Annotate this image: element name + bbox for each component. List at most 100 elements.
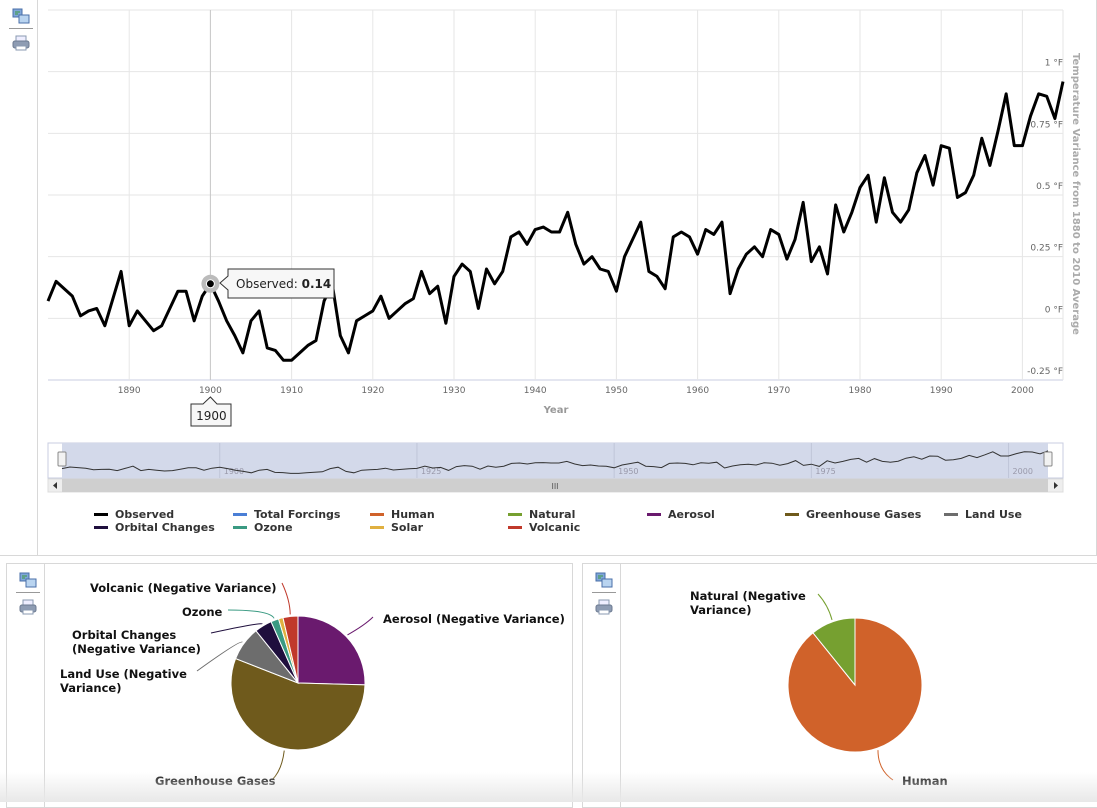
legend-item-natural[interactable]: Natural <box>508 508 575 521</box>
x-tick-label: 1890 <box>118 386 141 396</box>
legend-label: Human <box>391 508 435 521</box>
pie-slice-natural[interactable] <box>812 617 856 687</box>
y-tick-label: 0.25 °F <box>1030 244 1063 254</box>
navigator-label: 1925 <box>421 467 441 476</box>
legend-item-land-use[interactable]: Land Use <box>944 508 1022 521</box>
scroll-right-arrow-icon[interactable] <box>1054 482 1058 489</box>
human-natural-pie-panel <box>582 563 1097 808</box>
legend-swatch <box>647 513 661 516</box>
legend-swatch <box>508 513 522 516</box>
legend-swatch <box>94 513 108 516</box>
pie-label: Ozone <box>182 605 223 619</box>
legend-item-observed[interactable]: Observed <box>94 508 174 521</box>
export-data-icon[interactable] <box>12 8 30 24</box>
legend-label: Greenhouse Gases <box>806 508 922 521</box>
pie-label: Orbital Changes (Negative Variance) <box>72 628 201 656</box>
line-chart: -0.25 °F 0 °F 0.25 °F 0.5 °F 0.75 °F 1 °F 1890… <box>46 9 1081 493</box>
navigator-handle-left[interactable] <box>57 451 67 467</box>
navigator-label: 1900 <box>224 467 244 476</box>
tooltip: Observed: 0.14 <box>219 268 335 299</box>
legend-item-human[interactable]: Human <box>370 508 435 521</box>
navigator-series-line <box>61 450 1049 474</box>
navigator-label: 1975 <box>815 467 835 476</box>
printer-icon[interactable] <box>19 599 37 615</box>
navigator-handle-right[interactable] <box>1043 451 1053 467</box>
pie-label: Land Use (Negative Variance) <box>60 667 187 695</box>
tooltip-series-label: Observed: <box>236 277 302 291</box>
legend-swatch <box>233 513 247 516</box>
pie-label: Aerosol (Negative Variance) <box>383 612 565 626</box>
chart-toolbar <box>583 564 621 807</box>
hover-marker[interactable] <box>205 279 215 289</box>
pie-slice-greenhouse[interactable] <box>230 657 366 751</box>
x-tick-label: 1940 <box>524 386 547 396</box>
pie-label: Human <box>902 774 948 788</box>
y-tick-label: -0.25 °F <box>1027 367 1063 377</box>
navigator-label: 1950 <box>618 467 638 476</box>
printer-icon[interactable] <box>595 599 613 615</box>
scroll-left-arrow-icon[interactable] <box>53 482 57 489</box>
legend-item-greenhouse-gases[interactable]: Greenhouse Gases <box>785 508 921 521</box>
legend-item-aerosol[interactable]: Aerosol <box>647 508 715 521</box>
legend-swatch <box>233 526 247 529</box>
toolbar-divider <box>9 28 33 29</box>
legend-item-orbital-changes[interactable]: Orbital Changes <box>94 521 215 534</box>
x-tick-label: 1910 <box>280 386 303 396</box>
pie-slice-volcanic[interactable] <box>282 615 299 684</box>
tooltip-text: Observed: 0.14 <box>236 277 331 291</box>
scrollbar-thumb[interactable] <box>62 479 1048 492</box>
legend-swatch <box>370 526 384 529</box>
navigator-selection[interactable] <box>62 443 1048 478</box>
export-data-icon[interactable] <box>595 572 613 588</box>
y-tick-label: 0.75 °F <box>1030 120 1063 130</box>
x-tick-label: 1990 <box>930 386 953 396</box>
legend-swatch <box>944 513 958 516</box>
legend-item-volcanic[interactable]: Volcanic <box>508 521 580 534</box>
x-tick-label: 1950 <box>605 386 628 396</box>
x-tick-label: 1900 <box>199 386 222 396</box>
legend-label: Solar <box>391 521 424 534</box>
export-data-icon[interactable] <box>19 572 37 588</box>
x-tick-label: 1960 <box>686 386 709 396</box>
legend-label: Ozone <box>254 521 293 534</box>
x-tick-label: 1970 <box>767 386 790 396</box>
x-crosshair-label-box <box>190 396 232 427</box>
legend-label: Observed <box>115 508 175 521</box>
legend-label: Aerosol <box>668 508 715 521</box>
printer-icon[interactable] <box>12 35 30 51</box>
line-chart-panel: -0.25 °F 0 °F 0.25 °F 0.5 °F 0.75 °F 1 °F 1890… <box>0 0 1097 556</box>
x-tick-label: 1920 <box>361 386 384 396</box>
x-tick-label: 1930 <box>443 386 466 396</box>
legend-swatch <box>508 526 522 529</box>
x-tick-label: 2000 <box>1011 386 1034 396</box>
legend-item-ozone[interactable]: Ozone <box>233 521 293 534</box>
y-axis-title: Temperature Variance from 1880 to 2010 A… <box>1070 53 1081 335</box>
y-tick-label: 0.5 °F <box>1036 182 1063 192</box>
legend-label: Land Use <box>965 508 1022 521</box>
legend-label: Total Forcings <box>254 508 341 521</box>
pie-label: Natural (Negative Variance) <box>690 589 806 617</box>
legend-item-solar[interactable]: Solar <box>370 521 423 534</box>
y-tick-label: 0 °F <box>1045 305 1063 315</box>
legend-label: Natural <box>529 508 576 521</box>
x-tick-label: 1980 <box>849 386 872 396</box>
observed-series-line[interactable] <box>46 81 1065 362</box>
legend-swatch <box>94 526 108 529</box>
pie-label: Volcanic (Negative Variance) <box>90 581 277 595</box>
scrollbar-grip: III <box>551 482 558 491</box>
legend-swatch <box>785 513 799 516</box>
chart-toolbar <box>0 0 38 555</box>
pie-slice-human[interactable] <box>787 617 923 753</box>
navigator-label: 2000 <box>1013 467 1033 476</box>
legend-item-total-forcings[interactable]: Total Forcings <box>233 508 340 521</box>
pie-slice-aerosol[interactable] <box>297 615 366 686</box>
tooltip-box <box>219 268 335 299</box>
toolbar-divider <box>16 592 40 593</box>
pie-label: Greenhouse Gases <box>155 774 276 788</box>
legend-swatch <box>370 513 384 516</box>
tooltip-value: 0.14 <box>302 277 332 291</box>
chart-toolbar <box>7 564 45 807</box>
x-axis-title: Year <box>543 405 569 416</box>
toolbar-divider <box>592 592 616 593</box>
x-crosshair-label: 1900 <box>196 409 227 423</box>
